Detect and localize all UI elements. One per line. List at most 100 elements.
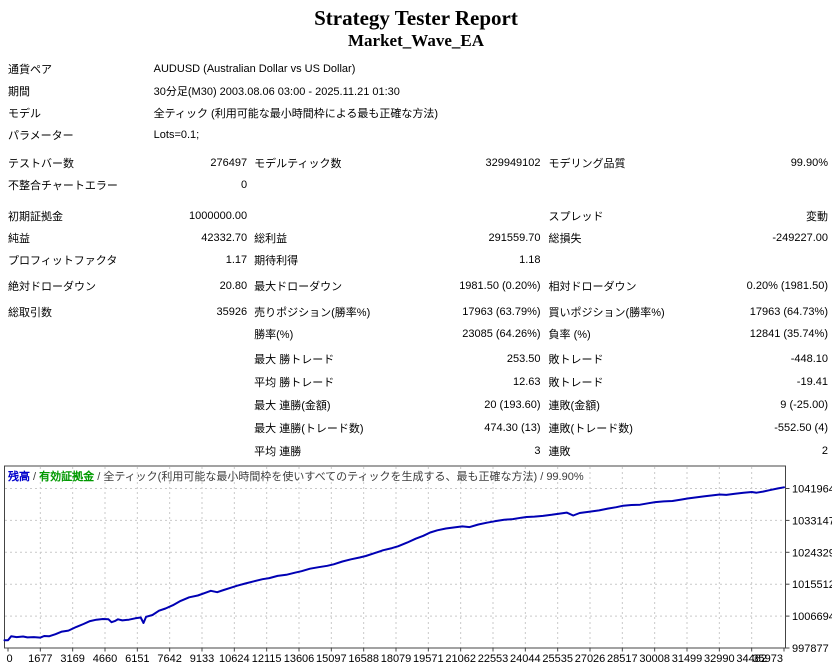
row-average-trade: 平均 勝トレード 12.63 敗トレード -19.41	[8, 370, 828, 393]
label-cell: モデル	[8, 108, 41, 120]
value-cell: 17963 (64.73%)	[749, 306, 828, 318]
label-cell: 総利益	[254, 233, 288, 245]
label-cell: 最大 勝トレード	[254, 353, 335, 366]
x-axis-label: 32990	[704, 653, 735, 665]
row-parameters: パラメーター Lots=0.1;	[8, 124, 828, 146]
label-cell: 初期証拠金	[8, 211, 63, 223]
row-largest-trade: 最大 勝トレード 253.50 敗トレード -448.10	[8, 347, 828, 370]
label-cell: 総取引数	[8, 307, 52, 319]
x-axis-label: 13606	[284, 653, 315, 665]
value-cell: 9 (-25.00)	[780, 398, 828, 411]
value-cell: 253.50	[506, 352, 541, 365]
value-cell: 20 (193.60)	[484, 398, 541, 411]
x-axis-label: 28517	[607, 653, 638, 665]
legend-equity: 有効証拠金	[39, 471, 95, 483]
row-model: モデル 全ティック (利用可能な最小時間枠による最も正確な方法)	[8, 102, 828, 124]
x-axis-label: 21062	[445, 653, 476, 665]
row-win-loss-rate: 勝率(%) 23085 (64.26%) 負率 (%) 12841 (35.74…	[8, 323, 828, 345]
value-cell: 329949102	[485, 157, 541, 169]
x-axis-label: 24044	[510, 653, 541, 665]
x-axis-label: 7642	[157, 653, 181, 665]
label-cell: 純益	[8, 233, 30, 245]
label-cell: 絶対ドローダウン	[8, 281, 96, 293]
value-cell: 3	[534, 444, 541, 457]
value-cell: 1000000.00	[189, 210, 248, 222]
value-cell: 1981.50 (0.20%)	[459, 280, 541, 292]
x-axis-label: 35973	[752, 653, 783, 665]
legend-quality: 99.90%	[546, 471, 584, 483]
value-cell: -552.50 (4)	[774, 421, 828, 434]
label-cell: 最大 連勝(金額)	[254, 399, 331, 412]
chart-legend: 残高 / 有効証拠金 / 全ティック(利用可能な最小時間枠を使いすべてのティック…	[8, 468, 584, 484]
label-cell: 連敗	[548, 445, 571, 458]
label-cell: 平均 勝トレード	[254, 376, 335, 389]
value-cell: 12841 (35.74%)	[749, 328, 828, 340]
value-cell: 20.80	[219, 280, 248, 292]
x-axis-label: 31499	[672, 653, 703, 665]
x-axis-label: 18079	[381, 653, 412, 665]
label-cell: モデルティック数	[254, 158, 342, 170]
label-cell: 不整合チャートエラー	[8, 180, 118, 192]
x-axis-label: 12115	[252, 653, 282, 665]
value-cell: 291559.70	[488, 232, 541, 244]
value-cell: 全ティック (利用可能な最小時間枠による最も正確な方法)	[153, 108, 439, 120]
legend-balance: 残高	[8, 471, 30, 483]
row-period: 期間 30分足(M30) 2003.08.06 03:00 - 2025.11.…	[8, 80, 828, 102]
row-deposit-spread: 初期証拠金 1000000.00 スプレッド 変動	[8, 205, 828, 227]
label-cell: 平均 連勝	[254, 445, 302, 458]
x-axis-label: 4660	[93, 653, 117, 665]
x-axis-label: 10624	[219, 653, 250, 665]
label-cell: モデリング品質	[548, 158, 626, 170]
value-cell: 0.20% (1981.50)	[746, 280, 828, 292]
y-axis-label: 1041964	[792, 484, 832, 496]
legend-separator: /	[537, 471, 547, 483]
balance-chart: 0 1677 3169 4660 6151 7642 9133 10624 12115 13606…	[0, 464, 832, 670]
y-axis-label: 997877	[792, 643, 829, 655]
legend-separator: /	[94, 471, 104, 483]
value-cell: 42332.70	[201, 232, 248, 244]
label-cell: パラメーター	[8, 130, 74, 142]
label-cell: 通貨ペア	[8, 64, 52, 76]
balance-curve	[3, 486, 785, 642]
label-cell: 勝率(%)	[254, 329, 294, 341]
row-symbol: 通貨ペア AUDUSD (Australian Dollar vs US Dol…	[8, 58, 828, 80]
value-cell: Lots=0.1;	[153, 129, 200, 141]
value-cell: 1.18	[519, 254, 541, 266]
x-axis-label: 27026	[575, 653, 606, 665]
value-cell: AUDUSD (Australian Dollar vs US Dollar)	[153, 63, 356, 75]
label-cell: 負率 (%)	[548, 329, 591, 341]
x-axis-label: 6151	[125, 653, 149, 665]
row-profit-factor: プロフィットファクタ 1.17 期待利得 1.18	[8, 249, 828, 271]
y-axis-label: 1033147	[792, 515, 832, 527]
y-axis-label: 1015512	[792, 579, 832, 591]
equity-chart-svg: 0 1677 3169 4660 6151 7642 9133 10624 12115 13606…	[3, 465, 832, 665]
legend-model: 全ティック(利用可能な最小時間枠を使いすべてのティックを生成する、最も正確な方法…	[103, 471, 538, 483]
value-cell: 99.90%	[790, 157, 828, 169]
value-cell: 35926	[216, 306, 248, 318]
label-cell: 敗トレード	[548, 353, 604, 366]
label-cell: 最大 連勝(トレード数)	[254, 422, 364, 435]
row-bars-ticks-quality: テストバー数 276497 モデルティック数 329949102 モデリング品質…	[8, 152, 828, 174]
x-axis-label: 16588	[348, 653, 379, 665]
value-cell: 1.17	[225, 254, 248, 266]
label-cell: スプレッド	[548, 211, 604, 223]
value-cell: -19.41	[796, 375, 828, 388]
x-axis-label: 25535	[542, 653, 573, 665]
label-cell: 総損失	[548, 233, 582, 245]
x-axis-label: 34482	[736, 653, 767, 665]
label-cell: 連敗(トレード数)	[548, 422, 633, 435]
label-cell: 期間	[8, 86, 30, 98]
value-cell: 2	[821, 444, 828, 457]
label-cell: 買いポジション(勝率%)	[548, 307, 665, 319]
value-cell: 0	[241, 179, 248, 191]
value-cell: 474.30 (13)	[484, 421, 541, 434]
label-cell: 売りポジション(勝率%)	[254, 307, 371, 319]
x-axis-label: 0	[6, 653, 12, 665]
legend-separator: /	[30, 471, 40, 483]
row-max-consecutive-amount: 最大 連勝(金額) 20 (193.60) 連敗(金額) 9 (-25.00)	[8, 393, 828, 416]
x-axis-label: 9133	[190, 653, 214, 665]
y-axis-label: 1006694	[792, 611, 832, 623]
x-axis-label: 30008	[639, 653, 670, 665]
value-cell: -448.10	[790, 352, 828, 365]
report-table: 通貨ペア AUDUSD (Australian Dollar vs US Dol…	[8, 58, 828, 462]
